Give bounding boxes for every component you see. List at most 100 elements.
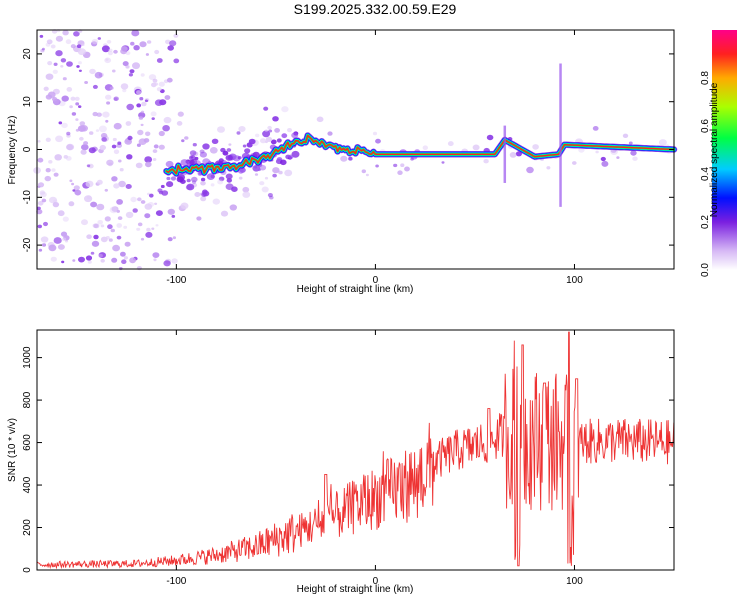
heatmap-blob xyxy=(167,237,173,242)
heatmap-blob xyxy=(526,166,534,174)
heatmap-blob xyxy=(226,178,232,183)
heatmap-blob xyxy=(123,225,128,229)
heatmap-blob xyxy=(164,95,171,100)
heatmap-blob xyxy=(50,44,56,49)
heatmap-blob xyxy=(70,96,76,101)
heatmap-blob xyxy=(146,40,152,44)
colorbar-tick-label: 0.2 xyxy=(700,215,711,229)
heatmap-blob xyxy=(177,111,184,117)
heatmap-blob xyxy=(62,30,69,36)
heatmap-blob xyxy=(62,216,69,222)
heatmap-blob xyxy=(79,136,84,141)
heatmap-blob xyxy=(397,170,403,175)
heatmap-blob xyxy=(91,146,98,152)
heatmap-blob xyxy=(180,159,189,166)
heatmap-blob xyxy=(38,248,43,252)
heatmap-blob xyxy=(393,163,398,168)
colorbar-tick-label: 0.4 xyxy=(700,167,711,181)
heatmap-blob xyxy=(105,94,112,100)
heatmap-blob xyxy=(172,236,176,240)
heatmap-blob xyxy=(375,164,379,168)
heatmap-blob xyxy=(82,127,87,130)
heatmap-blob xyxy=(101,45,110,53)
heatmap-blob xyxy=(113,49,118,54)
heatmap-blob xyxy=(52,69,58,75)
heatmap-blob xyxy=(153,258,157,262)
heatmap-blob xyxy=(91,240,100,247)
heatmap-blob xyxy=(145,231,153,238)
heatmap-blob xyxy=(169,40,177,47)
heatmap-blob xyxy=(144,203,153,210)
heatmap-blob xyxy=(259,181,265,186)
heatmap-blob xyxy=(45,137,51,142)
heatmap-blob xyxy=(200,196,207,202)
heatmap-blob xyxy=(125,65,130,69)
heatmap-blob xyxy=(622,133,629,138)
heatmap-blob xyxy=(515,151,523,157)
y-tick-label: 400 xyxy=(22,476,33,493)
heatmap-blob xyxy=(173,33,179,38)
heatmap-blob xyxy=(140,200,146,204)
heatmap-blob xyxy=(120,46,128,52)
heatmap-blob xyxy=(113,183,120,189)
x-tick-label: 100 xyxy=(566,275,583,286)
heatmap-blob xyxy=(125,121,132,126)
heatmap-blob xyxy=(404,166,410,172)
heatmap-blob xyxy=(191,180,197,184)
heatmap-blob xyxy=(276,138,282,143)
y-tick-label: 0 xyxy=(22,567,33,573)
heatmap-blob xyxy=(78,105,82,108)
heatmap-blob xyxy=(116,199,123,205)
colorbar-tick-label: 0.6 xyxy=(700,119,711,133)
heatmap-blob xyxy=(112,244,120,252)
heatmap-blob xyxy=(151,227,155,230)
heatmap-blob xyxy=(218,176,225,182)
heatmap-blob xyxy=(37,201,44,206)
heatmap-blob xyxy=(226,148,232,152)
heatmap-blob xyxy=(210,183,215,187)
heatmap-blob xyxy=(151,117,155,120)
heatmap-blob xyxy=(149,193,154,198)
heatmap-blob xyxy=(101,137,107,142)
heatmap-blob xyxy=(139,41,147,48)
heatmap-blob xyxy=(217,126,225,133)
heatmap-blob xyxy=(92,84,98,89)
heatmap-blob xyxy=(116,223,122,228)
heatmap-blob xyxy=(105,58,109,61)
heatmap-blob xyxy=(140,237,145,241)
heatmap-blob xyxy=(180,179,186,185)
heatmap-blob xyxy=(140,123,144,127)
heatmap-blob xyxy=(130,196,137,203)
heatmap-blob xyxy=(71,112,77,116)
heatmap-blob xyxy=(173,58,180,64)
x-tick-label: 0 xyxy=(373,576,379,587)
heatmap-blob xyxy=(69,179,73,183)
heatmap-blob xyxy=(55,50,63,57)
heatmap-blob xyxy=(49,196,57,204)
heatmap-blob xyxy=(47,61,53,66)
heatmap-blob xyxy=(616,156,620,159)
heatmap-blob xyxy=(284,169,293,177)
heatmap-blob xyxy=(85,180,94,188)
heatmap-blob xyxy=(348,156,353,161)
heatmap-blob xyxy=(90,251,95,255)
y-tick-label: 200 xyxy=(22,519,33,536)
heatmap-blob xyxy=(116,235,122,240)
heatmap-blob xyxy=(199,151,207,158)
heatmap-blob xyxy=(242,144,247,148)
heatmap-blob xyxy=(102,111,110,118)
heatmap-blob xyxy=(81,144,89,151)
heatmap-blob xyxy=(110,228,116,233)
heatmap-blob xyxy=(261,186,269,193)
heatmap-blob xyxy=(44,175,52,182)
heatmap-blob xyxy=(532,144,539,150)
heatmap-blob xyxy=(113,122,122,130)
heatmap-blob xyxy=(145,131,151,137)
heatmap-blob xyxy=(128,73,133,77)
heatmap-blob xyxy=(192,143,197,147)
heatmap-blob xyxy=(43,86,49,92)
y-tick-label: 10 xyxy=(22,96,33,108)
chart-title: S199.2025.332.00.59.E29 xyxy=(293,1,457,17)
heatmap-blob xyxy=(121,259,127,265)
heatmap-blob xyxy=(60,58,67,63)
